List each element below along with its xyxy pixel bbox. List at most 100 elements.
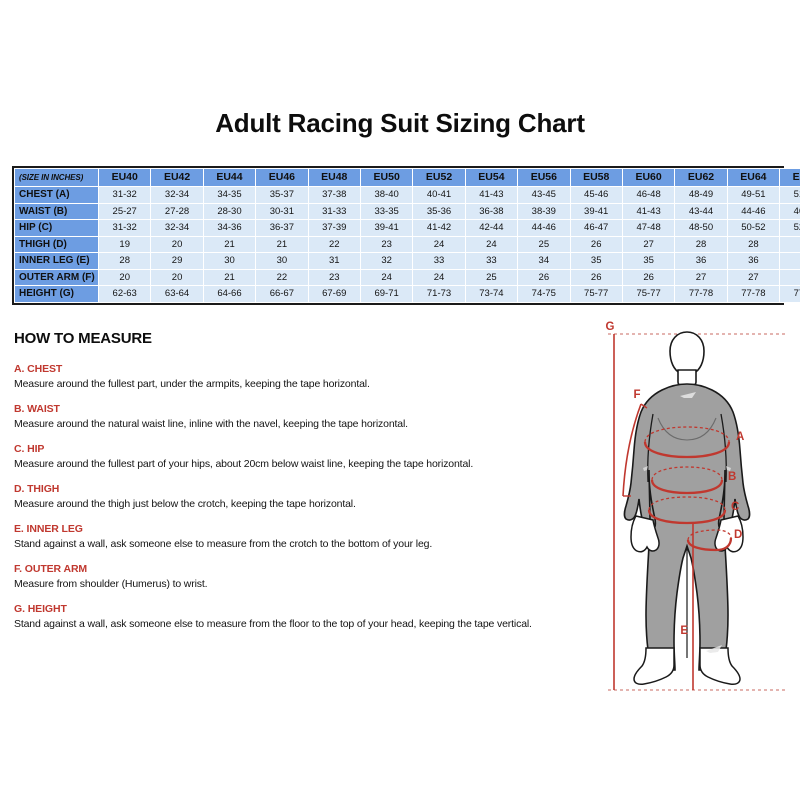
table-row: INNER LEG (E)282930303132333334353536363… xyxy=(14,252,800,270)
sizing-table: (SIZE IN INCHES) EU40 EU42 EU44 EU46 EU48 EU5… xyxy=(14,168,800,303)
measure-item-text: Measure around the natural waist line, i… xyxy=(14,418,408,430)
sizing-table-container: (SIZE IN INCHES) EU40 EU42 EU44 EU46 EU48 EU5… xyxy=(12,166,800,305)
measure-item-text: Measure from shoulder (Humerus) to wrist… xyxy=(14,578,208,590)
measure-item: D. THIGH Measure around the thigh just be… xyxy=(14,483,594,510)
table-col-header-eu50: EU50 xyxy=(359,168,414,187)
table-cell: 37-38 xyxy=(307,186,361,204)
table-row-label: CHEST (A) xyxy=(14,186,99,204)
table-cell: 69-71 xyxy=(359,285,414,303)
table-cell: 25-27 xyxy=(97,202,152,220)
left-foot xyxy=(633,647,675,685)
table-cell: 77-78 xyxy=(674,285,728,303)
table-cell: 30-31 xyxy=(255,202,309,220)
table-cell: 48-49 xyxy=(674,186,728,204)
measure-item-title: D. THIGH xyxy=(14,483,60,495)
table-cell: 46-48 xyxy=(621,186,676,204)
table-row: OUTER ARM (F)202021222324242526262627272… xyxy=(14,268,800,286)
measure-item-text: Measure around the thigh just below the … xyxy=(14,498,356,510)
table-cell: 28 xyxy=(97,252,152,270)
table-cell: 64-66 xyxy=(202,285,257,303)
how-to-measure-section: HOW TO MEASURE A. CHEST Measure around th… xyxy=(14,330,594,643)
table-cell: 24 xyxy=(412,268,466,286)
table-cell: 27 xyxy=(674,268,728,286)
table-cell: 36-38 xyxy=(464,202,519,220)
table-cell: 46-47 xyxy=(569,219,623,237)
body-silhouette xyxy=(623,331,751,685)
table-cell: 38-39 xyxy=(517,202,571,220)
table-col-header-eu56: EU56 xyxy=(517,168,571,187)
measure-item-title: E. INNER LEG xyxy=(14,523,83,535)
measure-item: E. INNER LEG Stand against a wall, ask so… xyxy=(14,523,594,550)
body-measurement-diagram: G F A B C D E xyxy=(606,321,788,691)
table-cell: 23 xyxy=(359,235,414,253)
measure-item-text: Stand against a wall, ask someone else t… xyxy=(14,618,532,630)
table-cell: 26 xyxy=(517,268,571,286)
figure-label-a: A xyxy=(736,431,744,443)
table-cell: 31-33 xyxy=(307,202,361,220)
table-cell: 71-73 xyxy=(412,285,466,303)
table-cell: 62-63 xyxy=(97,285,152,303)
table-cell: 27-28 xyxy=(150,202,204,220)
table-cell: 27 xyxy=(726,268,781,286)
table-cell: 45-46 xyxy=(569,186,623,204)
table-cell: 66-67 xyxy=(255,285,309,303)
table-cell: 75-77 xyxy=(569,285,623,303)
table-cell: 73-74 xyxy=(464,285,519,303)
measure-item-title: B. WAIST xyxy=(14,403,60,415)
table-row-label: HEIGHT (G) xyxy=(14,285,99,303)
figure-label-g: G xyxy=(606,321,615,333)
table-corner-label: (SIZE IN INCHES) xyxy=(14,168,99,187)
measure-item: F. OUTER ARM Measure from shoulder (Humer… xyxy=(14,563,594,590)
table-cell: 39-41 xyxy=(359,219,414,237)
table-cell: 44-46 xyxy=(517,219,571,237)
measure-item-title: C. HIP xyxy=(14,443,45,455)
chest-logo-icon xyxy=(680,392,696,398)
table-row-label: INNER LEG (E) xyxy=(14,252,99,270)
table-col-header-eu54: EU54 xyxy=(464,168,519,187)
chest-measure-ellipse-a xyxy=(643,426,731,459)
table-cell: 22 xyxy=(255,268,309,286)
table-cell: 36 xyxy=(674,252,728,270)
table-col-header-eu48: EU48 xyxy=(307,168,361,187)
table-cell: 33 xyxy=(412,252,466,270)
table-cell: 25 xyxy=(517,235,571,253)
table-cell: 30 xyxy=(202,252,257,270)
table-cell: 42-44 xyxy=(464,219,519,237)
table-cell: 32-34 xyxy=(150,219,204,237)
measure-item-title: A. CHEST xyxy=(14,363,63,375)
hip-measure-ellipse-c xyxy=(647,496,727,525)
measure-item-title: F. OUTER ARM xyxy=(14,563,88,575)
outer-arm-measure-line-f xyxy=(622,403,642,497)
table-row-label: HIP (C) xyxy=(14,219,99,237)
table-cell: 24 xyxy=(412,235,466,253)
figure-label-e: E xyxy=(680,625,688,637)
table-cell: 20 xyxy=(150,268,204,286)
table-cell: 49-51 xyxy=(726,186,781,204)
figure-label-c: C xyxy=(731,501,739,513)
leg-logo-icon xyxy=(706,645,722,653)
table-cell: 75-77 xyxy=(621,285,676,303)
table-cell: 77-78 xyxy=(779,285,800,303)
table-cell: 22 xyxy=(307,235,361,253)
table-cell: 26 xyxy=(569,235,623,253)
left-sleeve-logo-icon xyxy=(643,466,648,471)
table-cell: 41-42 xyxy=(412,219,466,237)
right-sleeve-logo-icon xyxy=(726,466,731,471)
table-cell: 50-52 xyxy=(726,219,781,237)
table-cell: 44-46 xyxy=(726,202,781,220)
table-cell: 31 xyxy=(307,252,361,270)
outer-arm-start-tick xyxy=(640,403,648,409)
table-cell: 35 xyxy=(569,252,623,270)
measure-item: B. WAIST Measure around the natural waist… xyxy=(14,403,594,430)
body-figure-panel: G F A B C D E xyxy=(592,318,797,700)
table-cell: 35-36 xyxy=(412,202,466,220)
table-cell: 43-45 xyxy=(517,186,571,204)
table-cell: 24 xyxy=(464,235,519,253)
figure-label-b: B xyxy=(728,471,736,483)
table-cell: 19 xyxy=(97,235,152,253)
table-cell: 20 xyxy=(97,268,152,286)
table-cell: 33-35 xyxy=(359,202,414,220)
table-row: HIP (C) 31-32 32-34 34-36 36-37 37-39 39-41 41-… xyxy=(14,219,800,237)
table-cell: 23 xyxy=(307,268,361,286)
table-row: THIGH (D)1920212122232424252627282829 xyxy=(14,235,800,253)
